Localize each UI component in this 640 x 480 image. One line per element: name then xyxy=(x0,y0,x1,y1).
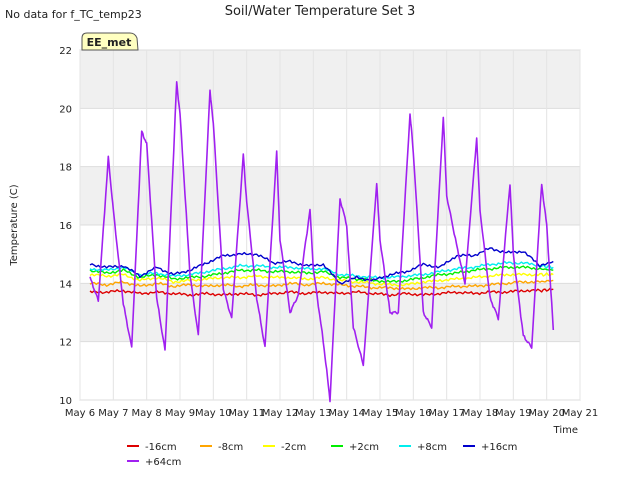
y-tick-label: 20 xyxy=(59,104,72,115)
x-tick-label: May 21 xyxy=(562,408,599,419)
legend-label: -2cm xyxy=(281,442,306,453)
legend-label: +64cm xyxy=(145,457,181,468)
x-tick-label: May 19 xyxy=(495,408,532,419)
x-axis-label: Time xyxy=(553,425,578,436)
x-tick-label: May 12 xyxy=(262,408,299,419)
x-tick-label: May 13 xyxy=(295,408,332,419)
legend-label: +2cm xyxy=(349,442,379,453)
y-tick-label: 22 xyxy=(59,46,72,57)
x-tick-label: May 11 xyxy=(228,408,265,419)
badge: EE_met xyxy=(81,32,139,51)
grid-band xyxy=(80,166,580,225)
x-tick-label: May 18 xyxy=(462,408,499,419)
x-tick-label: May 15 xyxy=(362,408,399,419)
y-tick-label: 12 xyxy=(59,338,72,349)
grid-band xyxy=(80,50,580,109)
x-tick-label: May 10 xyxy=(195,408,232,419)
x-tick-label: May 8 xyxy=(132,408,162,419)
series-line-64cm xyxy=(89,81,555,403)
plot-area xyxy=(79,49,581,403)
legend-label: +16cm xyxy=(481,442,517,453)
x-tick-label: May 6 xyxy=(65,408,95,419)
x-tick-label: May 14 xyxy=(328,408,365,419)
y-tick-label: 14 xyxy=(59,279,72,290)
legend-label: +8cm xyxy=(417,442,447,453)
y-axis-label: Temperature (C) xyxy=(9,184,20,266)
legend-label: -8cm xyxy=(218,442,243,453)
legend: -16cm -8cm -2cm +2cm +8cm +16cm +64cm xyxy=(127,442,517,468)
legend-label: -16cm xyxy=(145,442,177,453)
no-data-note: No data for f_TC_temp23 xyxy=(5,8,142,21)
x-tick-label: May 16 xyxy=(395,408,432,419)
x-tick-label: May 20 xyxy=(528,408,565,419)
y-axis-ticks: 10 12 14 16 18 20 22 xyxy=(59,46,72,407)
x-tick-label: May 9 xyxy=(165,408,195,419)
y-tick-label: 18 xyxy=(59,163,72,174)
y-tick-label: 16 xyxy=(59,221,72,232)
chart-title: Soil/Water Temperature Set 3 xyxy=(225,4,416,19)
x-tick-label: May 7 xyxy=(98,408,128,419)
badge-label: EE_met xyxy=(87,36,132,49)
x-tick-label: May 17 xyxy=(428,408,465,419)
y-tick-label: 10 xyxy=(59,396,72,407)
